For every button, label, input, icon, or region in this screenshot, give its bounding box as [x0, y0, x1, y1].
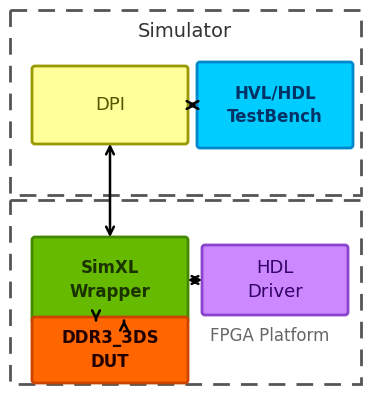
FancyBboxPatch shape — [197, 62, 353, 148]
FancyBboxPatch shape — [32, 237, 188, 323]
Text: DDR3_3DS
DUT: DDR3_3DS DUT — [61, 329, 159, 371]
Bar — [10, 10, 361, 195]
Text: SimXL
Wrapper: SimXL Wrapper — [70, 259, 150, 301]
Text: DPI: DPI — [95, 96, 125, 114]
Text: HDL
Driver: HDL Driver — [247, 259, 303, 301]
Bar — [10, 200, 361, 384]
FancyBboxPatch shape — [202, 245, 348, 315]
FancyBboxPatch shape — [32, 66, 188, 144]
Text: HVL/HDL
TestBench: HVL/HDL TestBench — [227, 84, 323, 126]
FancyBboxPatch shape — [32, 317, 188, 383]
Text: Emulator
Or
FPGA Platform: Emulator Or FPGA Platform — [210, 275, 330, 346]
Text: Simulator: Simulator — [138, 22, 232, 41]
